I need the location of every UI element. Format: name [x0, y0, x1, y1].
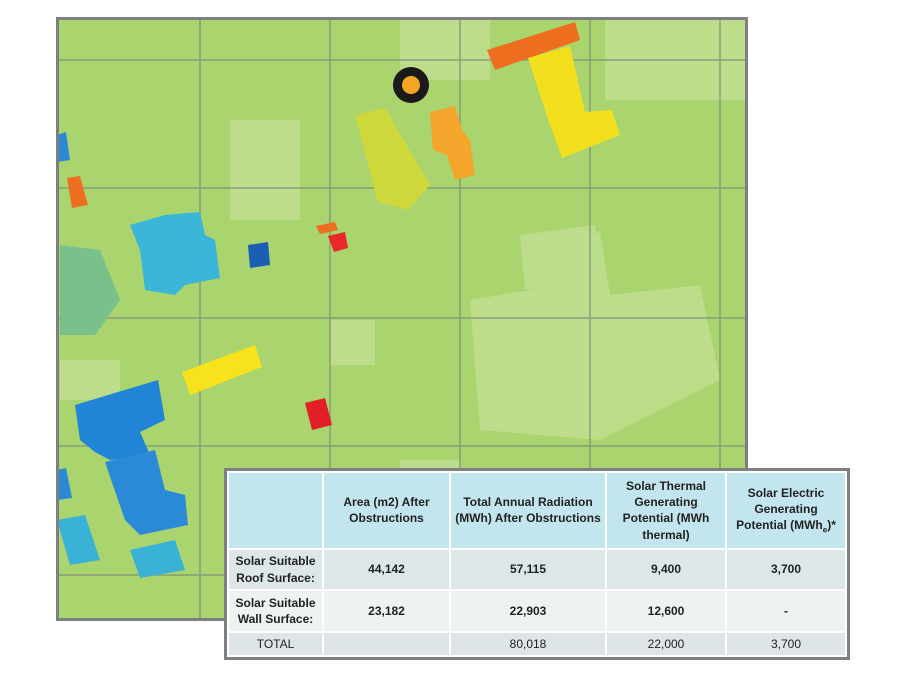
table-cell: 57,115 [449, 547, 607, 592]
table-cell: - [725, 589, 847, 633]
table-cell: 12,600 [605, 589, 727, 633]
location-marker [393, 67, 429, 103]
table-row: Solar Suitable Wall Surface: 23,182 22,903… [227, 589, 847, 633]
header-cell: Solar Electric Generating Potential (MWh… [725, 471, 847, 550]
header-cell [227, 471, 324, 550]
table-cell: 44,142 [322, 547, 451, 592]
header-text: Solar Electric Generating Potential (MWh [736, 485, 825, 532]
table-cell: 22,000 [605, 630, 727, 658]
header-subscript: e [822, 525, 828, 535]
table-cell [322, 630, 451, 658]
summary-table: Area (m2) After Obstructions Total Annua… [224, 468, 850, 660]
header-cell: Total Annual Radiation (MWh) After Obstr… [449, 471, 607, 550]
table-cell: 9,400 [605, 547, 727, 592]
row-header: TOTAL [227, 630, 324, 658]
table-row: TOTAL 80,018 22,000 3,700 [227, 630, 847, 658]
table-cell: 23,182 [322, 589, 451, 633]
row-header: Solar Suitable Wall Surface: [227, 589, 324, 633]
header-cell: Solar Thermal Generating Potential (MWh … [605, 471, 727, 550]
table-cell: 3,700 [725, 547, 847, 592]
table-row: Solar Suitable Roof Surface: 44,142 57,115… [227, 547, 847, 592]
buildings [57, 22, 620, 578]
table-cell: 80,018 [449, 630, 607, 658]
table-cell: 22,903 [449, 589, 607, 633]
table-cell: 3,700 [725, 630, 847, 658]
header-suffix: )* [827, 517, 836, 532]
header-cell: Area (m2) After Obstructions [322, 471, 451, 550]
header-row: Area (m2) After Obstructions Total Annua… [227, 471, 847, 550]
table: Area (m2) After Obstructions Total Annua… [227, 471, 847, 658]
row-header: Solar Suitable Roof Surface: [227, 547, 324, 592]
